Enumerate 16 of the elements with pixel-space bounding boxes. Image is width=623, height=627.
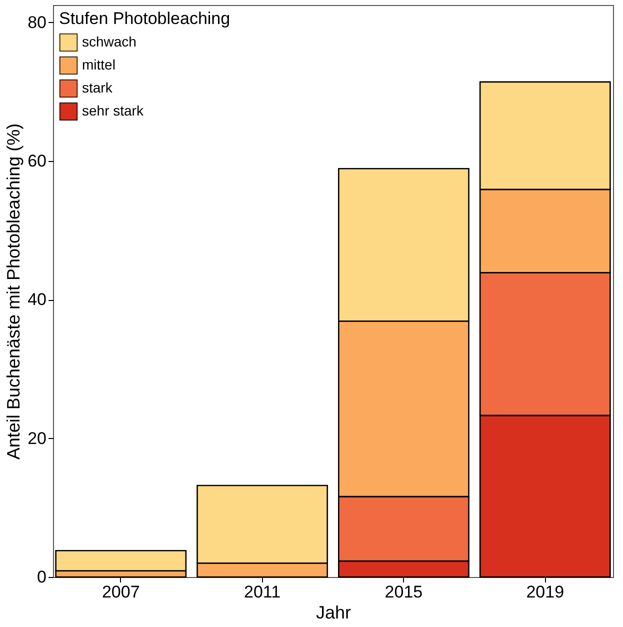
y-tick-label: 20 (28, 428, 46, 448)
legend-label: mittel (82, 56, 116, 72)
legend-label: schwach (82, 34, 136, 50)
x-tick-label: 2019 (526, 582, 564, 602)
y-tick-label: 0 (37, 568, 46, 586)
y-axis-title: Anteil Buchenäste mit Photobleaching (%) (4, 123, 24, 460)
legend-label: sehr stark (82, 102, 144, 118)
x-axis-title: Jahr (316, 602, 352, 622)
y-tick-label: 40 (28, 290, 46, 310)
x-tick-label: 2011 (244, 582, 281, 602)
legend-title: Stufen Photobleaching (59, 9, 230, 28)
y-tick-label: 60 (28, 152, 46, 170)
x-tick-label: 2007 (102, 582, 140, 602)
legend-label: stark (82, 80, 114, 96)
x-tick-label: 2015 (384, 582, 423, 602)
y-tick-label: 80 (28, 12, 46, 32)
